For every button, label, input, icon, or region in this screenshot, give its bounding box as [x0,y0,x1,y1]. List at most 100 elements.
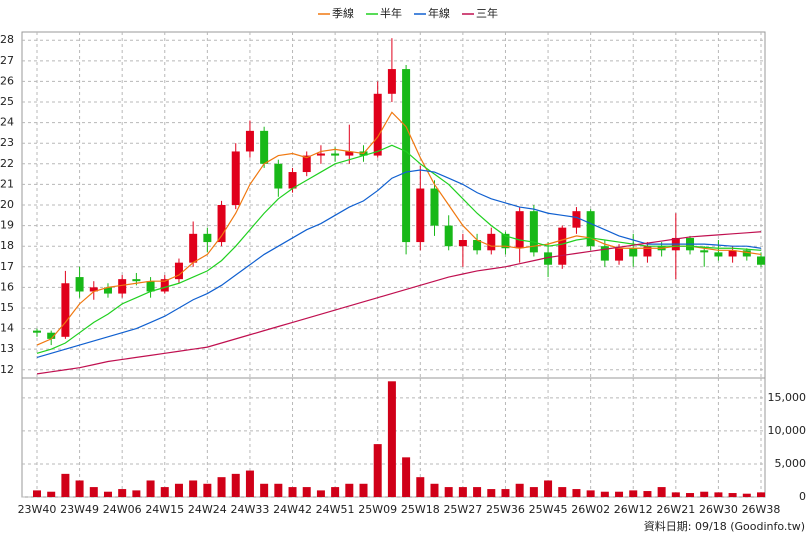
y2-tick-label: 0 [799,490,806,503]
candle-body [757,256,765,265]
candle-body [430,188,439,226]
candle-body [600,246,609,261]
volume-bar [529,487,538,497]
y-tick-label: 19 [0,219,14,232]
candle-body [345,151,354,156]
x-tick-label: 24W15 [145,503,184,516]
legend-label: 半年 [380,6,402,20]
y2-tick-label: 10,000 [768,424,807,437]
candle-body [728,250,737,257]
candle-body [245,130,254,152]
candle-body [629,248,638,257]
volume-bar [89,487,98,497]
volume-bar [387,381,396,497]
y-tick-label: 23 [0,136,14,149]
candle-body [473,240,482,251]
volume-bar [302,487,311,497]
volume-bar [373,444,382,497]
candle-body [615,248,624,261]
volume-bar [544,480,553,497]
y-tick-label: 16 [0,280,14,293]
x-tick-label: 25W27 [443,503,482,516]
volume-bar [430,483,439,497]
volume-bar [600,491,609,497]
volume-bar [345,483,354,497]
volume-bar [359,483,368,497]
x-tick-label: 25W09 [358,503,397,516]
volume-bar [203,483,212,497]
y-tick-label: 26 [0,74,14,87]
candle-body [47,332,56,339]
ma-line [36,231,762,375]
y-tick-label: 22 [0,157,14,170]
candle-body [132,279,141,282]
volume-bar [118,489,127,497]
footer: 資料日期: 09/18 (Goodinfo.tw) [644,519,805,533]
candle-body [714,252,723,257]
volume-bar [274,483,283,497]
candle-body [487,233,496,251]
volume-bar [558,487,567,497]
legend-label: 季線 [332,6,354,20]
y-tick-label: 25 [0,95,14,108]
candle-body [515,211,524,249]
legend-label: 年線 [428,6,450,20]
x-tick-label: 26W12 [614,503,653,516]
volume-bar [728,493,737,497]
candle-body [61,283,70,337]
volume-bar [487,489,496,497]
candle-body [572,211,581,228]
candle-body [146,281,155,292]
y-tick-label: 21 [0,177,14,190]
candle-body [288,172,297,189]
volume-bar [615,491,624,497]
volume-bar [316,490,325,497]
x-tick-label: 24W42 [273,503,312,516]
candle-body [700,250,709,253]
x-tick-label: 23W49 [60,503,99,516]
volume-bar [189,480,198,497]
y-tick-label: 14 [0,322,14,335]
candle-body [231,151,240,205]
x-tick-label: 24W51 [316,503,355,516]
volume-bar [686,493,695,497]
legend-label: 三年 [476,6,498,20]
y-tick-label: 18 [0,239,14,252]
x-tick-label: 24W06 [103,503,142,516]
candle-body [529,211,538,253]
volume-bar [458,487,467,497]
candle-body [501,233,510,249]
volume-bar [515,483,524,497]
volume-bar [231,473,240,497]
candle-body [217,205,226,243]
volume-bar [61,473,70,497]
candle-body [643,246,652,257]
volume-bar [572,489,581,497]
y-tick-label: 17 [0,260,14,273]
y-tick-label: 27 [0,54,14,67]
volume-bar [714,492,723,497]
candle-body [118,279,127,294]
volume-bar [146,480,155,497]
y-tick-label: 20 [0,198,14,211]
y-tick-label: 24 [0,116,14,129]
volume-bar [132,490,141,497]
x-tick-label: 24W33 [231,503,270,516]
x-tick-label: 25W45 [529,503,568,516]
volume-bar [33,490,41,497]
candle-body [302,155,311,173]
volume-bar [416,477,425,497]
volume-bar [757,492,765,497]
volume-bar [288,487,297,497]
x-tick-label: 26W38 [742,503,781,516]
candle-body [558,227,567,265]
candle-body [742,250,751,257]
y2-tick-label: 15,000 [768,391,807,404]
candle-body [103,287,112,294]
candle-body [274,163,283,189]
volume-bar [75,480,84,497]
x-tick-label: 25W18 [401,503,440,516]
ma-line [36,169,762,358]
candle-body [316,153,325,156]
